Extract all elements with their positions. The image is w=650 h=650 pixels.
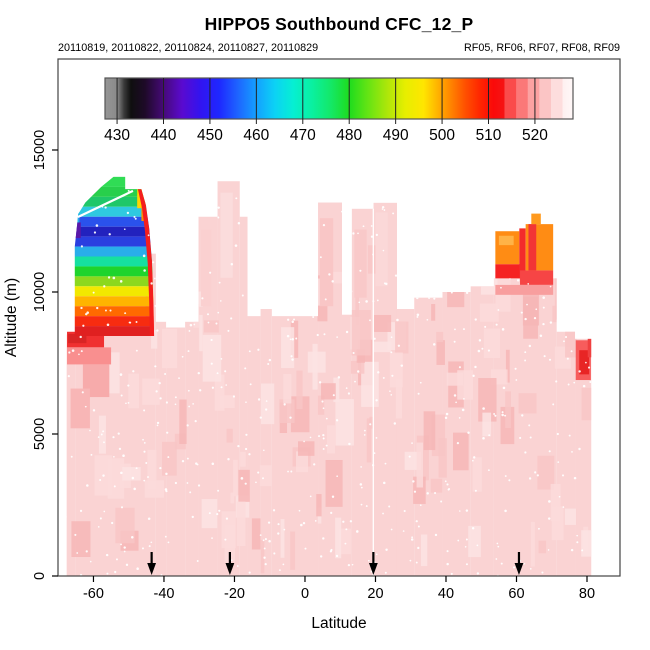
svg-text:0: 0 bbox=[301, 586, 309, 602]
rainbow-region bbox=[74, 176, 155, 337]
svg-text:60: 60 bbox=[508, 586, 524, 602]
svg-text:-20: -20 bbox=[224, 586, 245, 602]
svg-text:520: 520 bbox=[522, 127, 548, 144]
svg-text:-40: -40 bbox=[153, 586, 174, 602]
svg-text:430: 430 bbox=[104, 127, 130, 144]
flight-track-line bbox=[77, 189, 134, 219]
svg-text:460: 460 bbox=[243, 127, 269, 144]
svg-text:-60: -60 bbox=[83, 586, 104, 602]
colorbar-gradient bbox=[104, 77, 574, 120]
flight-dates-label: 20110819, 20110822, 20110824, 20110827, … bbox=[58, 42, 319, 54]
svg-text:40: 40 bbox=[438, 586, 454, 602]
y-axis-title: Altitude (m) bbox=[3, 278, 20, 357]
x-axis: -60 -40 -20 0 20 40 60 80 Latitude bbox=[83, 576, 595, 632]
svg-text:15000: 15000 bbox=[32, 130, 48, 170]
feature-layer bbox=[67, 192, 592, 429]
svg-text:80: 80 bbox=[579, 586, 595, 602]
colorbar: 430 440 450 460 470 480 490 500 510 520 bbox=[104, 77, 574, 144]
x-axis-title: Latitude bbox=[311, 615, 366, 632]
y-axis: 0 5000 10000 15000 Altitude (m) bbox=[3, 130, 58, 580]
plot-frame bbox=[57, 58, 621, 577]
svg-text:20: 20 bbox=[367, 586, 383, 602]
svg-text:470: 470 bbox=[290, 127, 316, 144]
svg-text:500: 500 bbox=[429, 127, 455, 144]
svg-text:5000: 5000 bbox=[32, 418, 48, 450]
svg-text:10000: 10000 bbox=[32, 272, 48, 312]
svg-text:490: 490 bbox=[383, 127, 409, 144]
svg-text:440: 440 bbox=[151, 127, 177, 144]
svg-text:450: 450 bbox=[197, 127, 223, 144]
flight-arrows bbox=[147, 552, 524, 575]
svg-text:510: 510 bbox=[476, 127, 502, 144]
svg-text:0: 0 bbox=[32, 572, 48, 580]
chart-title: HIPPO5 Southbound CFC_12_P bbox=[204, 14, 474, 34]
flight-ids-label: RF05, RF06, RF07, RF08, RF09 bbox=[463, 42, 620, 54]
svg-text:480: 480 bbox=[336, 127, 362, 144]
